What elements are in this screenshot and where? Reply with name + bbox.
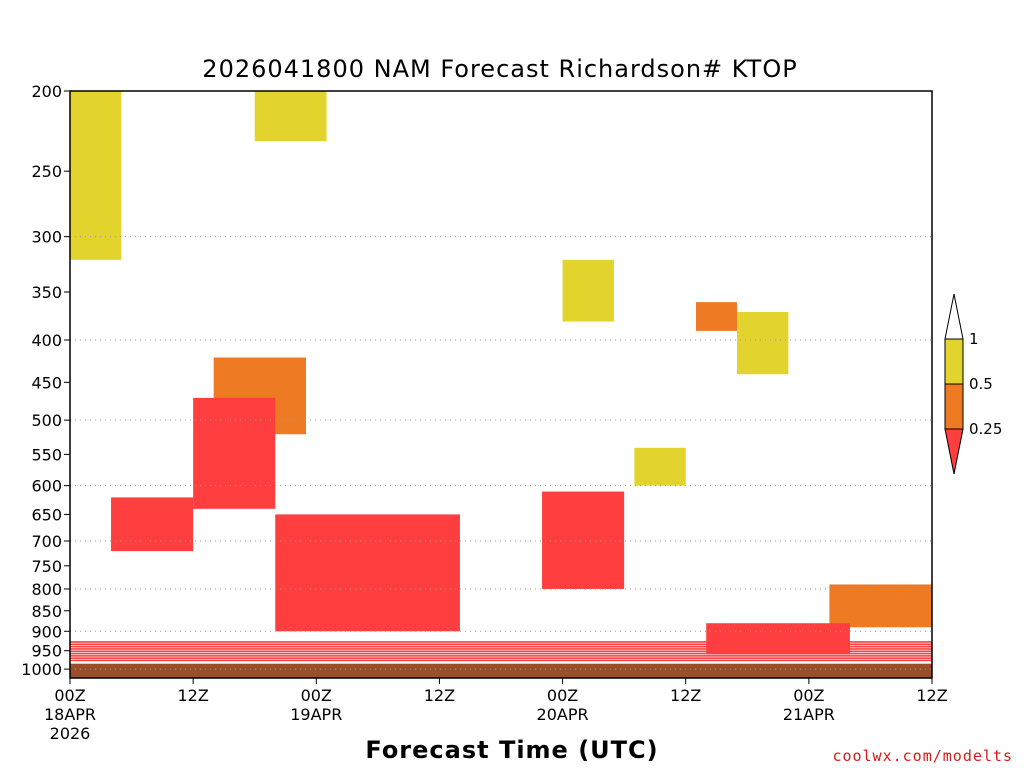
ri-band-cell <box>70 657 932 659</box>
legend-swatch-0-25-0-5 <box>944 383 964 430</box>
y-tick-label: 850 <box>31 602 62 621</box>
y-tick-label: 550 <box>31 445 62 464</box>
x-tick-label: 00Z <box>547 686 578 705</box>
ri-band-cell <box>70 641 932 643</box>
legend-arrow-top <box>944 293 964 340</box>
ri-cell-lt_025 <box>111 497 194 552</box>
ri-cell-05_1 <box>254 91 327 142</box>
ri-cell-lt_025 <box>275 514 460 632</box>
ground-fill <box>70 663 932 678</box>
x-axis-title: Forecast Time (UTC) <box>365 736 658 764</box>
ri-cell-lt_025 <box>193 397 276 509</box>
y-tick-label: 750 <box>31 557 62 576</box>
x-tick-date: 18APR <box>44 705 96 724</box>
ri-band-cell <box>70 648 932 650</box>
plot-area <box>70 91 932 678</box>
x-tick-label: 12Z <box>424 686 455 705</box>
legend-arrow-bottom <box>944 428 964 475</box>
ri-cell-025_05 <box>695 302 738 331</box>
x-tick-label: 00Z <box>301 686 332 705</box>
x-tick-date: 19APR <box>290 705 342 724</box>
ri-cell-lt_025 <box>706 623 850 655</box>
ri-band-cell <box>70 645 932 648</box>
y-tick-label: 450 <box>31 373 62 392</box>
ri-cell-05_1 <box>737 311 789 375</box>
y-axis: 200 250 300 350 400 450 500 550 600 650 700 750 800 8… <box>21 82 70 679</box>
y-tick-label: 200 <box>31 82 62 101</box>
x-tick-label: 00Z <box>793 686 824 705</box>
ri-cell-lt_025 <box>542 491 625 589</box>
plot-frame <box>69 90 933 679</box>
ri-band-cell <box>70 659 932 662</box>
y-tick-label: 900 <box>31 622 62 641</box>
legend: 1 0.5 0.25 <box>944 293 1002 475</box>
y-tick-label: 300 <box>31 228 62 247</box>
ri-cell-05_1 <box>634 447 686 486</box>
ri-band-cell <box>70 650 932 653</box>
x-tick-label: 12Z <box>670 686 701 705</box>
legend-label: 1 <box>969 330 979 348</box>
x-tick-label: 12Z <box>916 686 947 705</box>
y-tick-label: 250 <box>31 162 62 181</box>
y-tick-label: 350 <box>31 283 62 302</box>
x-tick-year: 2026 <box>50 724 91 743</box>
legend-label: 0.25 <box>969 420 1002 438</box>
legend-label: 0.5 <box>969 375 993 393</box>
ri-cell-05_1 <box>562 259 614 322</box>
y-tick-label: 950 <box>31 642 62 661</box>
y-tick-label: 650 <box>31 505 62 524</box>
ri-band-cell <box>70 643 932 646</box>
y-tick-label: 600 <box>31 477 62 496</box>
ri-band-cell <box>70 655 932 657</box>
ri-cell-05_1 <box>70 91 122 260</box>
x-tick-label: 12Z <box>177 686 208 705</box>
ri-band-cell <box>70 652 932 655</box>
x-tick-date: 20APR <box>537 705 589 724</box>
x-tick-date: 21APR <box>783 705 835 724</box>
y-tick-label: 1000 <box>21 660 62 679</box>
y-tick-label: 700 <box>31 532 62 551</box>
chart-title: 2026041800 NAM Forecast Richardson# KTOP <box>202 55 797 83</box>
y-tick-label: 400 <box>31 331 62 350</box>
legend-swatch-0-5-1 <box>944 338 964 385</box>
y-tick-label: 800 <box>31 580 62 599</box>
x-tick-label: 00Z <box>54 686 85 705</box>
ri-cell-025_05 <box>829 584 932 628</box>
y-tick-label: 500 <box>31 411 62 430</box>
credit-text: coolwx.com/modelts <box>832 747 1013 765</box>
